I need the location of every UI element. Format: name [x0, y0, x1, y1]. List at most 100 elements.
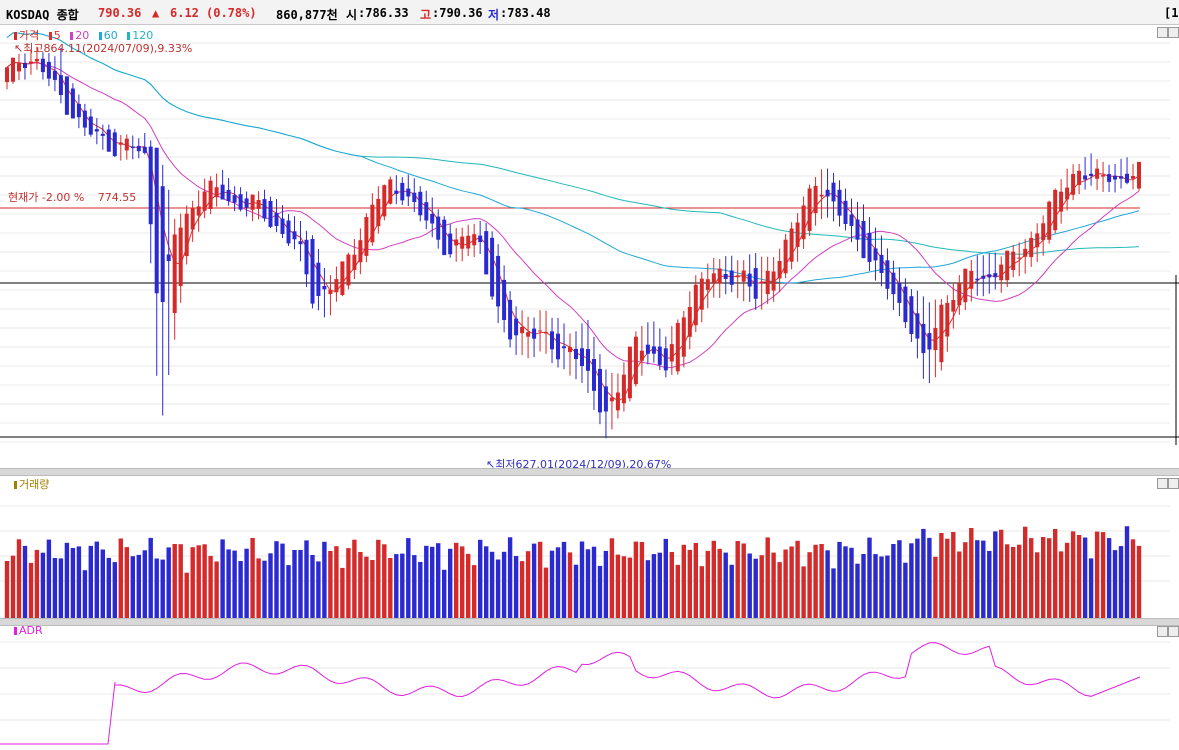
volume-bar — [501, 551, 507, 618]
volume-legend: 거래량 — [14, 476, 49, 492]
price-chart[interactable] — [0, 25, 1179, 468]
volume-bar — [52, 558, 58, 618]
price-pane[interactable]: 가격 5 20 60 120 ↖최고864.11(2024/07/09),9.3… — [0, 25, 1179, 471]
volume-pane[interactable]: 거래량 — [0, 476, 1179, 618]
index-title[interactable]: KOSDAQ 종합 — [6, 8, 79, 22]
candle-body — [496, 255, 501, 307]
legend-ma60: 60 — [103, 29, 118, 42]
volume-bar — [735, 541, 740, 618]
candle-body — [448, 233, 453, 255]
volume-bar — [280, 543, 285, 618]
candle-body — [148, 146, 153, 225]
volume-bar — [945, 538, 950, 618]
volume-bar — [975, 540, 980, 618]
candle-body — [693, 284, 698, 326]
volume-bar — [825, 550, 830, 618]
candle-body — [669, 344, 674, 362]
candle-body — [160, 186, 165, 302]
candle-body — [34, 58, 39, 62]
volume-bar — [951, 532, 956, 618]
volume-bar — [519, 561, 525, 618]
candle-body — [298, 241, 303, 245]
volume-bar — [915, 538, 920, 618]
candle-body — [849, 214, 854, 226]
candle-body — [100, 133, 105, 136]
candle-body — [292, 231, 297, 240]
volume-bar — [424, 545, 429, 618]
volume-label: 거래량 — [19, 478, 50, 491]
volume-bar — [1017, 544, 1022, 618]
volume-bar — [705, 550, 710, 618]
candle-body — [94, 129, 99, 132]
candle-body — [741, 270, 746, 282]
candle-body — [244, 198, 249, 208]
adr-pane[interactable]: ADR — [0, 624, 1179, 750]
volume-bar — [136, 554, 141, 618]
candle-body — [472, 234, 477, 246]
volume-bar — [771, 552, 776, 618]
pane-minimize-button[interactable] — [1157, 27, 1168, 38]
candle-body — [220, 184, 225, 200]
volume-bar — [783, 549, 788, 618]
candle-body — [418, 191, 423, 216]
pane-separator[interactable] — [0, 618, 1179, 626]
candle-body — [154, 147, 159, 294]
volume-bar — [190, 547, 195, 618]
volume-bar — [567, 552, 573, 618]
candle-body — [963, 268, 968, 303]
price-legend: 가격 5 20 60 120 — [14, 27, 153, 43]
candle-body — [1005, 250, 1010, 281]
volume-bar — [160, 559, 165, 618]
ma120-line — [6, 32, 1140, 255]
candle-body — [592, 359, 596, 391]
candle-body — [196, 206, 201, 216]
pane-separator[interactable] — [0, 468, 1179, 476]
candle-body — [603, 386, 608, 412]
candle-body — [843, 200, 848, 224]
candle-body — [508, 299, 513, 340]
candle-body — [424, 202, 429, 221]
candle-body — [897, 283, 902, 303]
candle-body — [532, 328, 537, 339]
volume-bar — [142, 550, 147, 618]
volume-bar — [58, 558, 64, 618]
volume-bar — [1029, 538, 1034, 618]
volume-chart[interactable] — [0, 476, 1179, 618]
volume-bar — [448, 548, 453, 618]
candle-body — [927, 333, 932, 350]
pane-minimize-button[interactable] — [1157, 626, 1168, 637]
candle-body — [286, 220, 291, 244]
low-label: 저 — [488, 8, 500, 22]
candle-body — [502, 279, 507, 320]
pane-minimize-button[interactable] — [1157, 478, 1168, 489]
volume-bar — [933, 556, 938, 618]
ma60-line — [6, 32, 1140, 284]
volume-bar — [537, 541, 543, 618]
candle-body — [1029, 237, 1034, 258]
volume-bar — [891, 544, 896, 618]
volume-bar — [681, 544, 686, 618]
adr-chart[interactable] — [0, 624, 1179, 750]
legend-price: 가격 — [19, 29, 40, 42]
candle-body — [40, 58, 45, 73]
candle-body — [1011, 251, 1016, 270]
candle-body — [238, 194, 243, 210]
tab-strip — [560, 0, 1179, 6]
volume-bar — [1106, 538, 1112, 618]
volume-bar — [591, 546, 597, 618]
pane-close-button[interactable] — [1168, 478, 1179, 489]
candle-body — [1107, 174, 1112, 182]
candle-body — [136, 145, 141, 152]
volume-bar — [352, 539, 357, 618]
candle-body — [214, 187, 219, 198]
volume-bar — [879, 556, 884, 618]
current-label: 현재가 -2.00 % — [8, 191, 85, 204]
arrow-icon: ↖ — [14, 42, 24, 55]
candle-body — [729, 270, 734, 285]
current-price-annotation: 현재가 -2.00 % 774.55 — [8, 189, 136, 205]
pane-close-button[interactable] — [1168, 626, 1179, 637]
candle-body — [921, 323, 926, 354]
pane-close-button[interactable] — [1168, 27, 1179, 38]
candle-body — [1023, 248, 1028, 257]
